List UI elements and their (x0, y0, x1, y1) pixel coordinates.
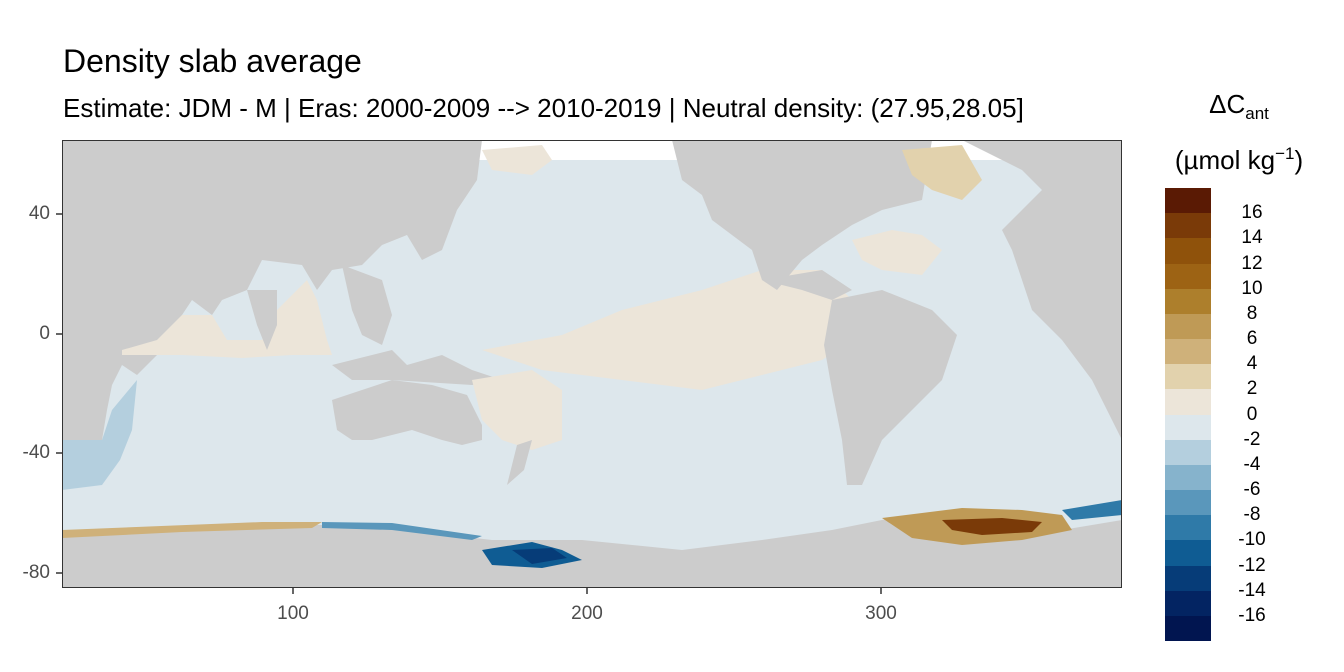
legend-title: ΔCant (1209, 89, 1269, 123)
legend-label: -2 (1243, 428, 1261, 450)
east-weddell-negative (1062, 500, 1122, 520)
land-south-america (824, 290, 957, 485)
land-eurasia-africa (62, 140, 482, 440)
ross-sea-core (512, 548, 567, 564)
color-bar-swatch (1165, 313, 1211, 340)
sw-indian-ocean (62, 380, 137, 490)
legend-label: 2 (1246, 378, 1258, 400)
map-panel (62, 140, 1122, 588)
legend-label: 6 (1246, 328, 1258, 349)
land-india (247, 290, 277, 350)
legend-label: -14 (1238, 579, 1266, 601)
y-tick-label: 0 (39, 323, 50, 344)
legend-label: -6 (1243, 479, 1261, 500)
chart-title: Density slab average (63, 43, 362, 79)
legend-label: 16 (1241, 202, 1263, 224)
color-bar-swatch (1165, 263, 1211, 290)
north-pacific-patch (482, 145, 552, 175)
color-bar-swatch (1165, 515, 1211, 541)
color-bar (1165, 188, 1211, 642)
north-indian-ocean (122, 280, 332, 358)
color-bar-swatch (1165, 439, 1211, 466)
weddell-sea-core (942, 518, 1042, 535)
color-bar-swatch (1165, 288, 1211, 315)
color-bar-swatch (1165, 188, 1211, 214)
x-axis-ticks (292, 588, 882, 594)
legend-label: 8 (1246, 302, 1258, 324)
y-tick-label: -40 (22, 442, 50, 463)
color-bar-swatch (1165, 464, 1211, 491)
legend-label: -16 (1238, 604, 1266, 626)
legend-label: -4 (1243, 453, 1261, 475)
color-bar-swatch (1165, 389, 1211, 415)
color-bar-swatch (1165, 590, 1211, 617)
land-new-zealand (507, 440, 532, 485)
color-bar-swatch (1165, 414, 1211, 441)
sw-pacific-patch (472, 370, 562, 450)
y-tick-label: 40 (28, 203, 50, 224)
color-bar-swatch (1165, 565, 1211, 592)
land-se-asia (342, 265, 392, 345)
panel-border (62, 140, 1122, 588)
legend-label: 14 (1241, 227, 1263, 249)
x-tick-label: 100 (277, 603, 309, 624)
color-bar-swatch (1165, 339, 1211, 365)
legend-unit: (µmol kg−1) (1174, 144, 1304, 175)
y-tick-label: -80 (22, 562, 50, 583)
north-atlantic-high (902, 145, 982, 200)
y-axis-ticks (56, 213, 62, 574)
antarctic-coast-strip (62, 522, 322, 538)
color-bar-swatch (1165, 540, 1211, 566)
land-central-america (762, 270, 852, 300)
legend-label: 10 (1241, 277, 1263, 299)
legend-label: 0 (1246, 403, 1258, 425)
land-indonesia (332, 350, 502, 385)
x-tick-label: 300 (865, 603, 897, 624)
land-antarctica (62, 518, 1122, 588)
color-bar-swatch (1165, 213, 1211, 239)
legend-label: 12 (1241, 252, 1263, 274)
color-bar-swatch (1165, 364, 1211, 390)
equatorial-pacific (482, 270, 852, 390)
legend-label: -8 (1243, 504, 1261, 526)
color-bar-swatch (1165, 490, 1211, 516)
north-atlantic (852, 230, 942, 275)
legend-label: -12 (1238, 554, 1266, 576)
land-north-america (672, 140, 932, 290)
chart-subtitle: Estimate: JDM - M | Eras: 2000-2009 --> … (63, 93, 1024, 123)
legend-label: -10 (1238, 529, 1266, 551)
land-australia (332, 380, 482, 445)
x-tick-label: 200 (571, 603, 603, 624)
color-bar-swatch (1165, 615, 1211, 642)
land-europe-right (962, 140, 1122, 440)
antarctic-coast-negative (322, 522, 482, 540)
color-bar-swatch (1165, 238, 1211, 264)
legend-label: 4 (1246, 353, 1258, 375)
